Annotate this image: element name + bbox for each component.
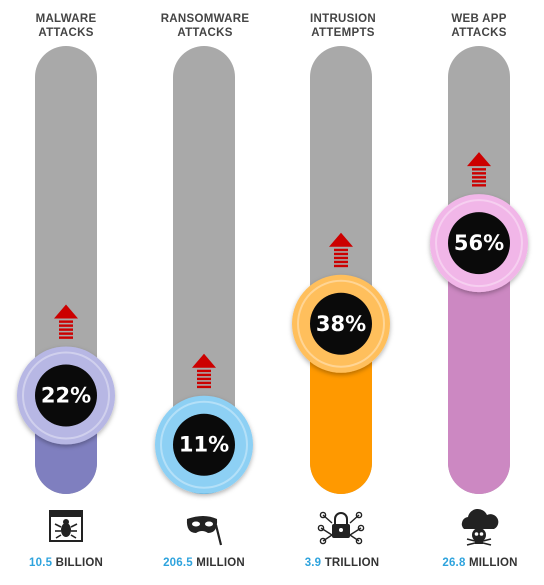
column-title-malware: MALWARE ATTACKS <box>6 12 126 40</box>
column-title-line: ATTEMPTS <box>311 27 375 39</box>
stat-ransomware: 206.5 MILLION <box>134 557 274 569</box>
column-title-line: INTRUSION <box>310 13 376 25</box>
stat-malware: 10.5 BILLION <box>0 557 136 569</box>
stat-unit: BILLION <box>55 557 103 569</box>
value-marker-center <box>35 364 97 427</box>
data-label: 22% <box>41 383 91 407</box>
up-arrow-icon <box>192 353 216 389</box>
mask-icon <box>186 516 223 546</box>
column-title-line: RANSOMWARE <box>160 13 250 25</box>
bar-group: 56% <box>430 46 528 494</box>
stat-unit: TRILLION <box>324 557 380 569</box>
stat-number: 3.9 <box>304 557 322 569</box>
data-label: 11% <box>179 433 229 457</box>
cloud-skull-icon <box>461 508 499 546</box>
column-title-line: MALWARE <box>35 13 97 25</box>
column-title-intrusion: INTRUSION ATTEMPTS <box>283 12 403 40</box>
up-arrow-icon <box>329 232 353 268</box>
lock-network-icon <box>317 511 365 545</box>
bar-fill <box>448 243 510 494</box>
column-title-web-app: WEB APP ATTACKS <box>419 12 539 40</box>
stat-number: 10.5 <box>29 557 53 569</box>
column-title-line: WEB APP <box>451 13 507 25</box>
stat-number: 206.5 <box>163 557 193 569</box>
data-label: 38% <box>316 312 366 336</box>
stat-unit: MILLION <box>468 557 518 569</box>
bar-group: 22% <box>17 46 115 494</box>
bar-group: 38% <box>292 46 390 494</box>
bar-track <box>173 46 235 494</box>
column-title-line: ATTACKS <box>451 27 507 39</box>
stat-number: 26.8 <box>442 557 466 569</box>
bug-window-icon <box>49 510 83 542</box>
data-label: 56% <box>454 231 504 255</box>
column-title-line: ATTACKS <box>38 27 94 39</box>
stat-intrusion: 3.9 TRILLION <box>272 557 412 569</box>
up-arrow-icon <box>467 152 491 187</box>
stat-web-app: 26.8 MILLION <box>410 557 544 569</box>
stat-unit: MILLION <box>196 557 245 569</box>
column-title-line: ATTACKS <box>177 27 233 39</box>
value-marker-center <box>448 212 510 275</box>
column-title-ransomware: RANSOMWARE ATTACKS <box>145 12 265 40</box>
value-marker-center <box>310 292 372 355</box>
up-arrow-icon <box>54 304 78 339</box>
value-marker-center <box>173 413 235 476</box>
bar-group: 11% <box>155 46 253 494</box>
